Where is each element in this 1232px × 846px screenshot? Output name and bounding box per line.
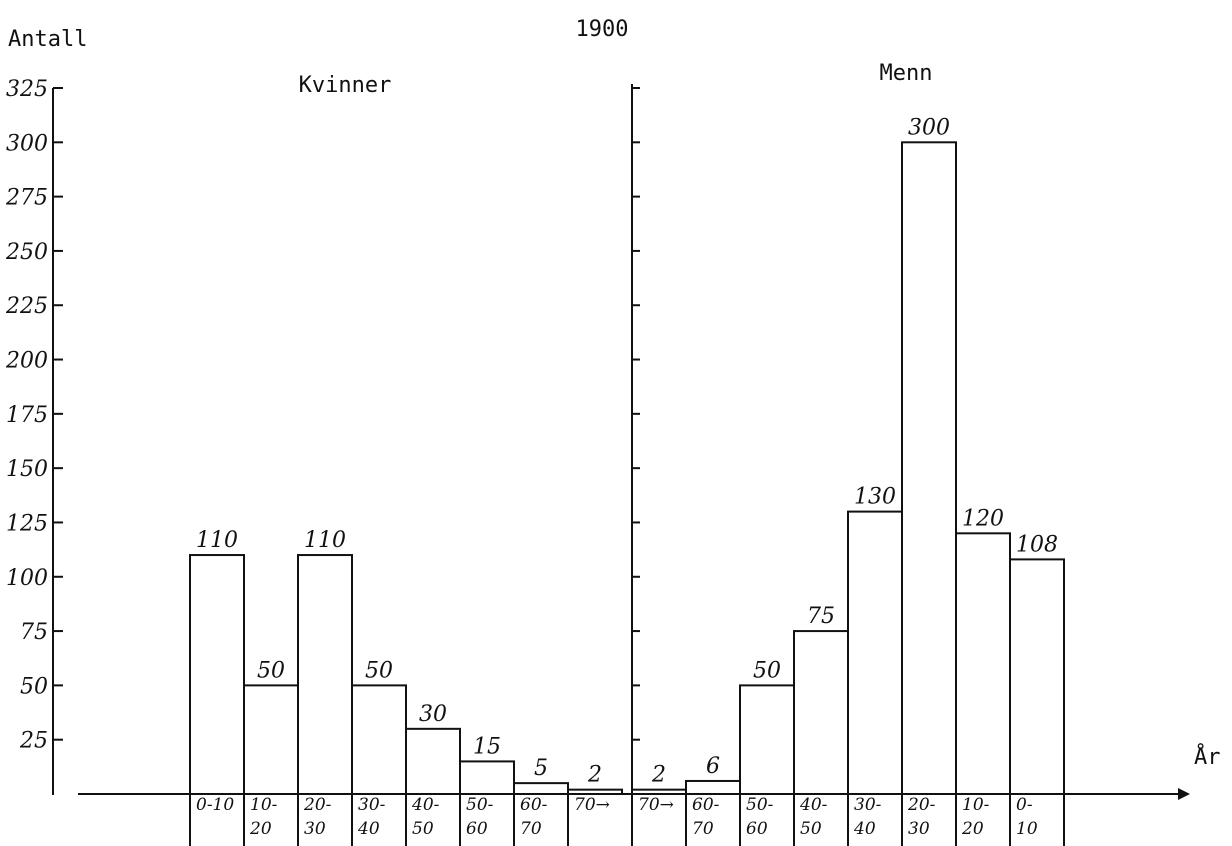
value-label-women-6: 5 xyxy=(534,756,548,781)
bar-women-0 xyxy=(189,554,245,795)
category-label-men-3: 50 xyxy=(800,819,822,839)
category-label-men-1: 70 xyxy=(692,819,714,839)
y-tick-label: 25 xyxy=(19,729,48,754)
y-tick-label: 325 xyxy=(6,77,48,102)
value-label-women-2: 110 xyxy=(304,528,346,553)
bar-women-2 xyxy=(297,554,353,795)
category-label-men-4: 30- xyxy=(854,795,882,815)
bar-men-4 xyxy=(847,510,903,795)
bar-women-5 xyxy=(459,760,515,796)
bar-men-5 xyxy=(901,141,957,796)
value-label-men-4: 130 xyxy=(854,485,896,510)
y-tick-label: 75 xyxy=(20,620,48,645)
value-label-women-0: 110 xyxy=(196,528,238,553)
y-tick-label: 200 xyxy=(5,349,48,374)
bar-men-7 xyxy=(1009,558,1065,795)
group-label-women: Kvinner xyxy=(299,73,392,98)
category-label-women-6: 60- xyxy=(520,795,548,815)
value-label-men-5: 300 xyxy=(908,115,950,140)
bar-women-3 xyxy=(351,684,407,796)
category-label-men-1: 60- xyxy=(692,795,720,815)
value-label-men-3: 75 xyxy=(807,604,835,629)
y-tick-label: 175 xyxy=(6,403,48,428)
category-label-women-2: 30 xyxy=(304,819,326,839)
bar-women-4 xyxy=(405,727,461,795)
category-label-men-5: 30 xyxy=(908,819,930,839)
category-label-men-6: 10- xyxy=(962,795,990,815)
y-tick-label: 275 xyxy=(5,186,48,211)
group-label-men: Menn xyxy=(880,61,933,86)
category-label-men-5: 20- xyxy=(907,795,936,815)
y-tick-label: 250 xyxy=(5,240,48,265)
category-label-women-3: 30- xyxy=(358,795,386,815)
y-tick-label: 225 xyxy=(5,294,48,319)
bars xyxy=(189,141,1065,796)
category-label-women-3: 40 xyxy=(357,819,380,839)
y-ticks: 25 50 75 100 125 150 175 200 225 250 275 300 325 xyxy=(5,77,63,754)
category-label-women-7: 70→ xyxy=(574,795,610,815)
y-tick-label: 125 xyxy=(6,511,48,536)
value-label-men-0: 2 xyxy=(651,763,666,788)
bar-men-1 xyxy=(685,779,741,795)
bar-women-6 xyxy=(513,782,569,796)
value-label-men-6: 120 xyxy=(962,506,1004,531)
value-label-men-2: 50 xyxy=(753,658,781,683)
value-label-men-7: 108 xyxy=(1016,532,1058,557)
bar-men-0 xyxy=(631,788,687,796)
category-label-men-0: 70→ xyxy=(638,795,674,815)
value-label-women-4: 30 xyxy=(419,702,447,727)
chart-title: 1900 xyxy=(576,17,629,42)
category-label-women-5: 60 xyxy=(466,819,488,839)
y-tick-label: 150 xyxy=(6,457,48,482)
category-label-women-6: 70 xyxy=(520,819,542,839)
category-label-women-5: 50- xyxy=(466,795,494,815)
category-label-women-2: 20- xyxy=(303,795,332,815)
category-label-women-0: 0-10 xyxy=(196,795,234,815)
value-label-women-1: 50 xyxy=(257,658,285,683)
category-label-men-7: 0- xyxy=(1016,795,1033,815)
center-ticks xyxy=(632,87,640,741)
y-tick-label: 50 xyxy=(20,674,48,699)
bar-men-3 xyxy=(793,630,849,795)
x-axis-arrow xyxy=(1178,788,1190,800)
x-axis-label: År xyxy=(1194,743,1221,770)
value-label-women-3: 50 xyxy=(365,658,393,683)
category-label-men-7: 10 xyxy=(1016,819,1038,839)
value-label-men-1: 6 xyxy=(706,754,720,779)
bar-women-1 xyxy=(243,684,299,796)
category-label-men-6: 20 xyxy=(961,819,984,839)
category-label-women-4: 50 xyxy=(412,819,434,839)
category-label-women-4: 40- xyxy=(411,795,440,815)
y-axis-label: Antall xyxy=(8,27,87,52)
category-label-men-4: 40 xyxy=(853,819,876,839)
bar-men-2 xyxy=(739,684,795,796)
y-tick-label: 300 xyxy=(6,131,48,156)
category-label-women-1: 20 xyxy=(249,819,272,839)
value-label-women-5: 15 xyxy=(473,734,501,759)
category-label-women-1: 10- xyxy=(250,795,278,815)
y-tick-label: 100 xyxy=(6,566,48,591)
category-label-men-2: 50- xyxy=(746,795,774,815)
value-label-women-7: 2 xyxy=(587,763,602,788)
bar-men-6 xyxy=(955,532,1011,795)
category-label-men-3: 40- xyxy=(799,795,828,815)
category-label-men-2: 60 xyxy=(746,819,768,839)
bar-women-7 xyxy=(567,788,623,796)
